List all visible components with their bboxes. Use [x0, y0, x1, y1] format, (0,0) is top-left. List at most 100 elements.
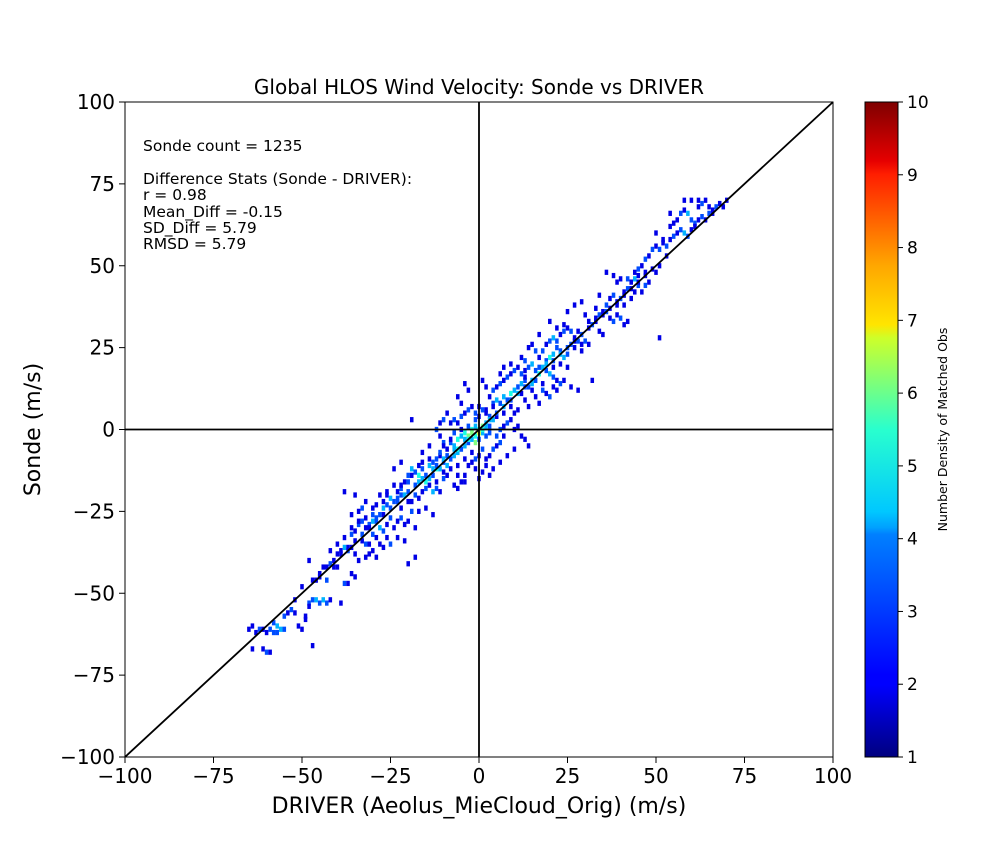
density-cell: [395, 489, 400, 495]
density-cell: [548, 338, 552, 344]
density-cell: [693, 220, 697, 226]
density-cell: [409, 466, 414, 472]
density-cell: [502, 433, 506, 439]
density-cell: [551, 335, 556, 341]
colorbar-tick-label: 5: [907, 457, 918, 477]
density-cell: [629, 279, 633, 285]
density-cell: [583, 338, 587, 344]
density-cell: [689, 197, 694, 203]
density-cell: [455, 485, 460, 492]
density-cell: [420, 459, 425, 465]
density-cell: [509, 390, 513, 397]
density-cell: [307, 600, 311, 606]
colorbar-tick-label: 7: [907, 311, 918, 331]
density-cell: [388, 515, 393, 521]
density-cell: [395, 495, 400, 501]
density-cell: [661, 236, 665, 243]
density-cell: [675, 217, 680, 223]
density-cell: [339, 600, 343, 606]
density-cell: [417, 472, 421, 478]
colorbar-tick-label: 1: [907, 748, 918, 768]
density-cell: [473, 439, 478, 446]
density-cell: [455, 462, 460, 469]
density-cell: [484, 423, 488, 429]
density-cell: [572, 302, 577, 308]
density-cell: [654, 230, 658, 236]
density-cell: [526, 364, 531, 370]
density-cell: [448, 436, 453, 442]
density-cell: [381, 544, 386, 551]
x-tick-label: 50: [643, 764, 668, 788]
colorbar-label: Number Density of Matched Obs: [935, 328, 950, 532]
density-cell: [360, 518, 364, 524]
colorbar-tick-label: 2: [907, 675, 918, 695]
colorbar: 1 2 3 4 5 6 7 8 9 10 Number Density of Matched Ob…: [864, 93, 950, 768]
density-cell: [378, 512, 382, 518]
density-cell: [519, 390, 524, 397]
density-cell: [717, 200, 722, 207]
density-cell: [459, 446, 464, 452]
density-cell: [455, 449, 460, 456]
density-cell: [448, 439, 453, 446]
plot-area: [124, 101, 834, 758]
density-cell: [452, 443, 456, 449]
density-cell: [523, 436, 527, 442]
density-cell: [516, 384, 520, 390]
density-cell: [431, 466, 435, 472]
density-cell: [363, 498, 368, 505]
density-cell: [636, 272, 641, 279]
density-cell: [664, 243, 669, 249]
density-cell: [597, 328, 602, 334]
density-cell: [643, 256, 648, 262]
density-cell: [420, 489, 425, 495]
density-cell: [438, 420, 442, 426]
density-cell: [540, 381, 545, 387]
density-cell: [636, 266, 641, 272]
density-cell: [328, 548, 333, 554]
density-cell: [264, 629, 269, 636]
density-cell: [473, 417, 478, 423]
density-cell: [551, 374, 556, 380]
density-cell: [452, 430, 456, 436]
density-cell: [371, 505, 375, 511]
density-cell: [441, 469, 446, 475]
density-cell: [505, 397, 510, 403]
density-cell: [448, 466, 453, 472]
density-cell: [342, 544, 347, 551]
density-cell: [590, 377, 595, 383]
density-cell: [328, 597, 333, 603]
density-cell: [438, 449, 442, 456]
density-cell: [494, 413, 499, 420]
x-tick-label: 75: [732, 764, 757, 788]
density-cell: [682, 207, 687, 213]
density-cell: [420, 476, 425, 482]
density-cell: [555, 345, 559, 351]
density-cell: [356, 521, 361, 528]
density-cell: [470, 436, 474, 442]
density-cell: [512, 367, 517, 374]
density-cell: [339, 548, 343, 554]
density-cell: [555, 377, 559, 383]
density-cell: [427, 482, 432, 488]
density-cell: [565, 364, 570, 370]
sd-diff-text: SD_Diff = 5.79: [143, 219, 257, 238]
density-cell: [455, 394, 460, 400]
density-cell: [523, 374, 527, 380]
density-cell: [579, 341, 584, 347]
density-cell: [512, 446, 517, 452]
density-cell: [328, 561, 333, 567]
density-cell: [654, 269, 658, 275]
density-cell: [463, 381, 467, 387]
density-cell: [555, 325, 559, 331]
density-cell: [473, 456, 478, 462]
colorbar-tick-label: 8: [907, 239, 918, 259]
density-cell: [427, 476, 432, 482]
density-cell: [579, 348, 584, 354]
density-cell: [647, 279, 651, 285]
density-cell: [325, 564, 329, 570]
density-cell: [671, 233, 676, 239]
density-cell: [349, 525, 354, 531]
density-cell: [360, 531, 364, 537]
density-cell: [519, 433, 524, 439]
density-cell: [466, 423, 471, 429]
